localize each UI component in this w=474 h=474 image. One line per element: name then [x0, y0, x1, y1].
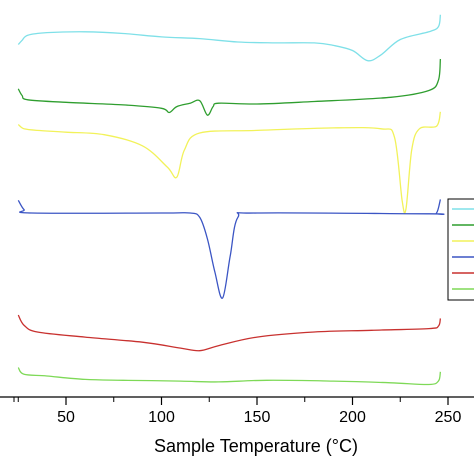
- legend-frame: [447, 198, 474, 301]
- plot-lines: [17, 14, 445, 386]
- series-line-2: [17, 58, 442, 116]
- x-tick-label: 250: [435, 409, 462, 426]
- series-line-5: [17, 314, 442, 352]
- series-line-3: [17, 111, 442, 214]
- x-axis-title: Sample Temperature (°C): [154, 436, 358, 456]
- x-tick-label: 150: [244, 409, 271, 426]
- x-axis: 50 100 150 200 250: [0, 396, 474, 426]
- series-line-4: [17, 199, 445, 299]
- x-tick-label: 50: [57, 409, 75, 426]
- x-tick-label: 200: [339, 409, 366, 426]
- series-line-1: [17, 14, 442, 62]
- series-line-6: [17, 367, 442, 386]
- legend: [447, 198, 474, 301]
- x-tick-label: 100: [148, 409, 175, 426]
